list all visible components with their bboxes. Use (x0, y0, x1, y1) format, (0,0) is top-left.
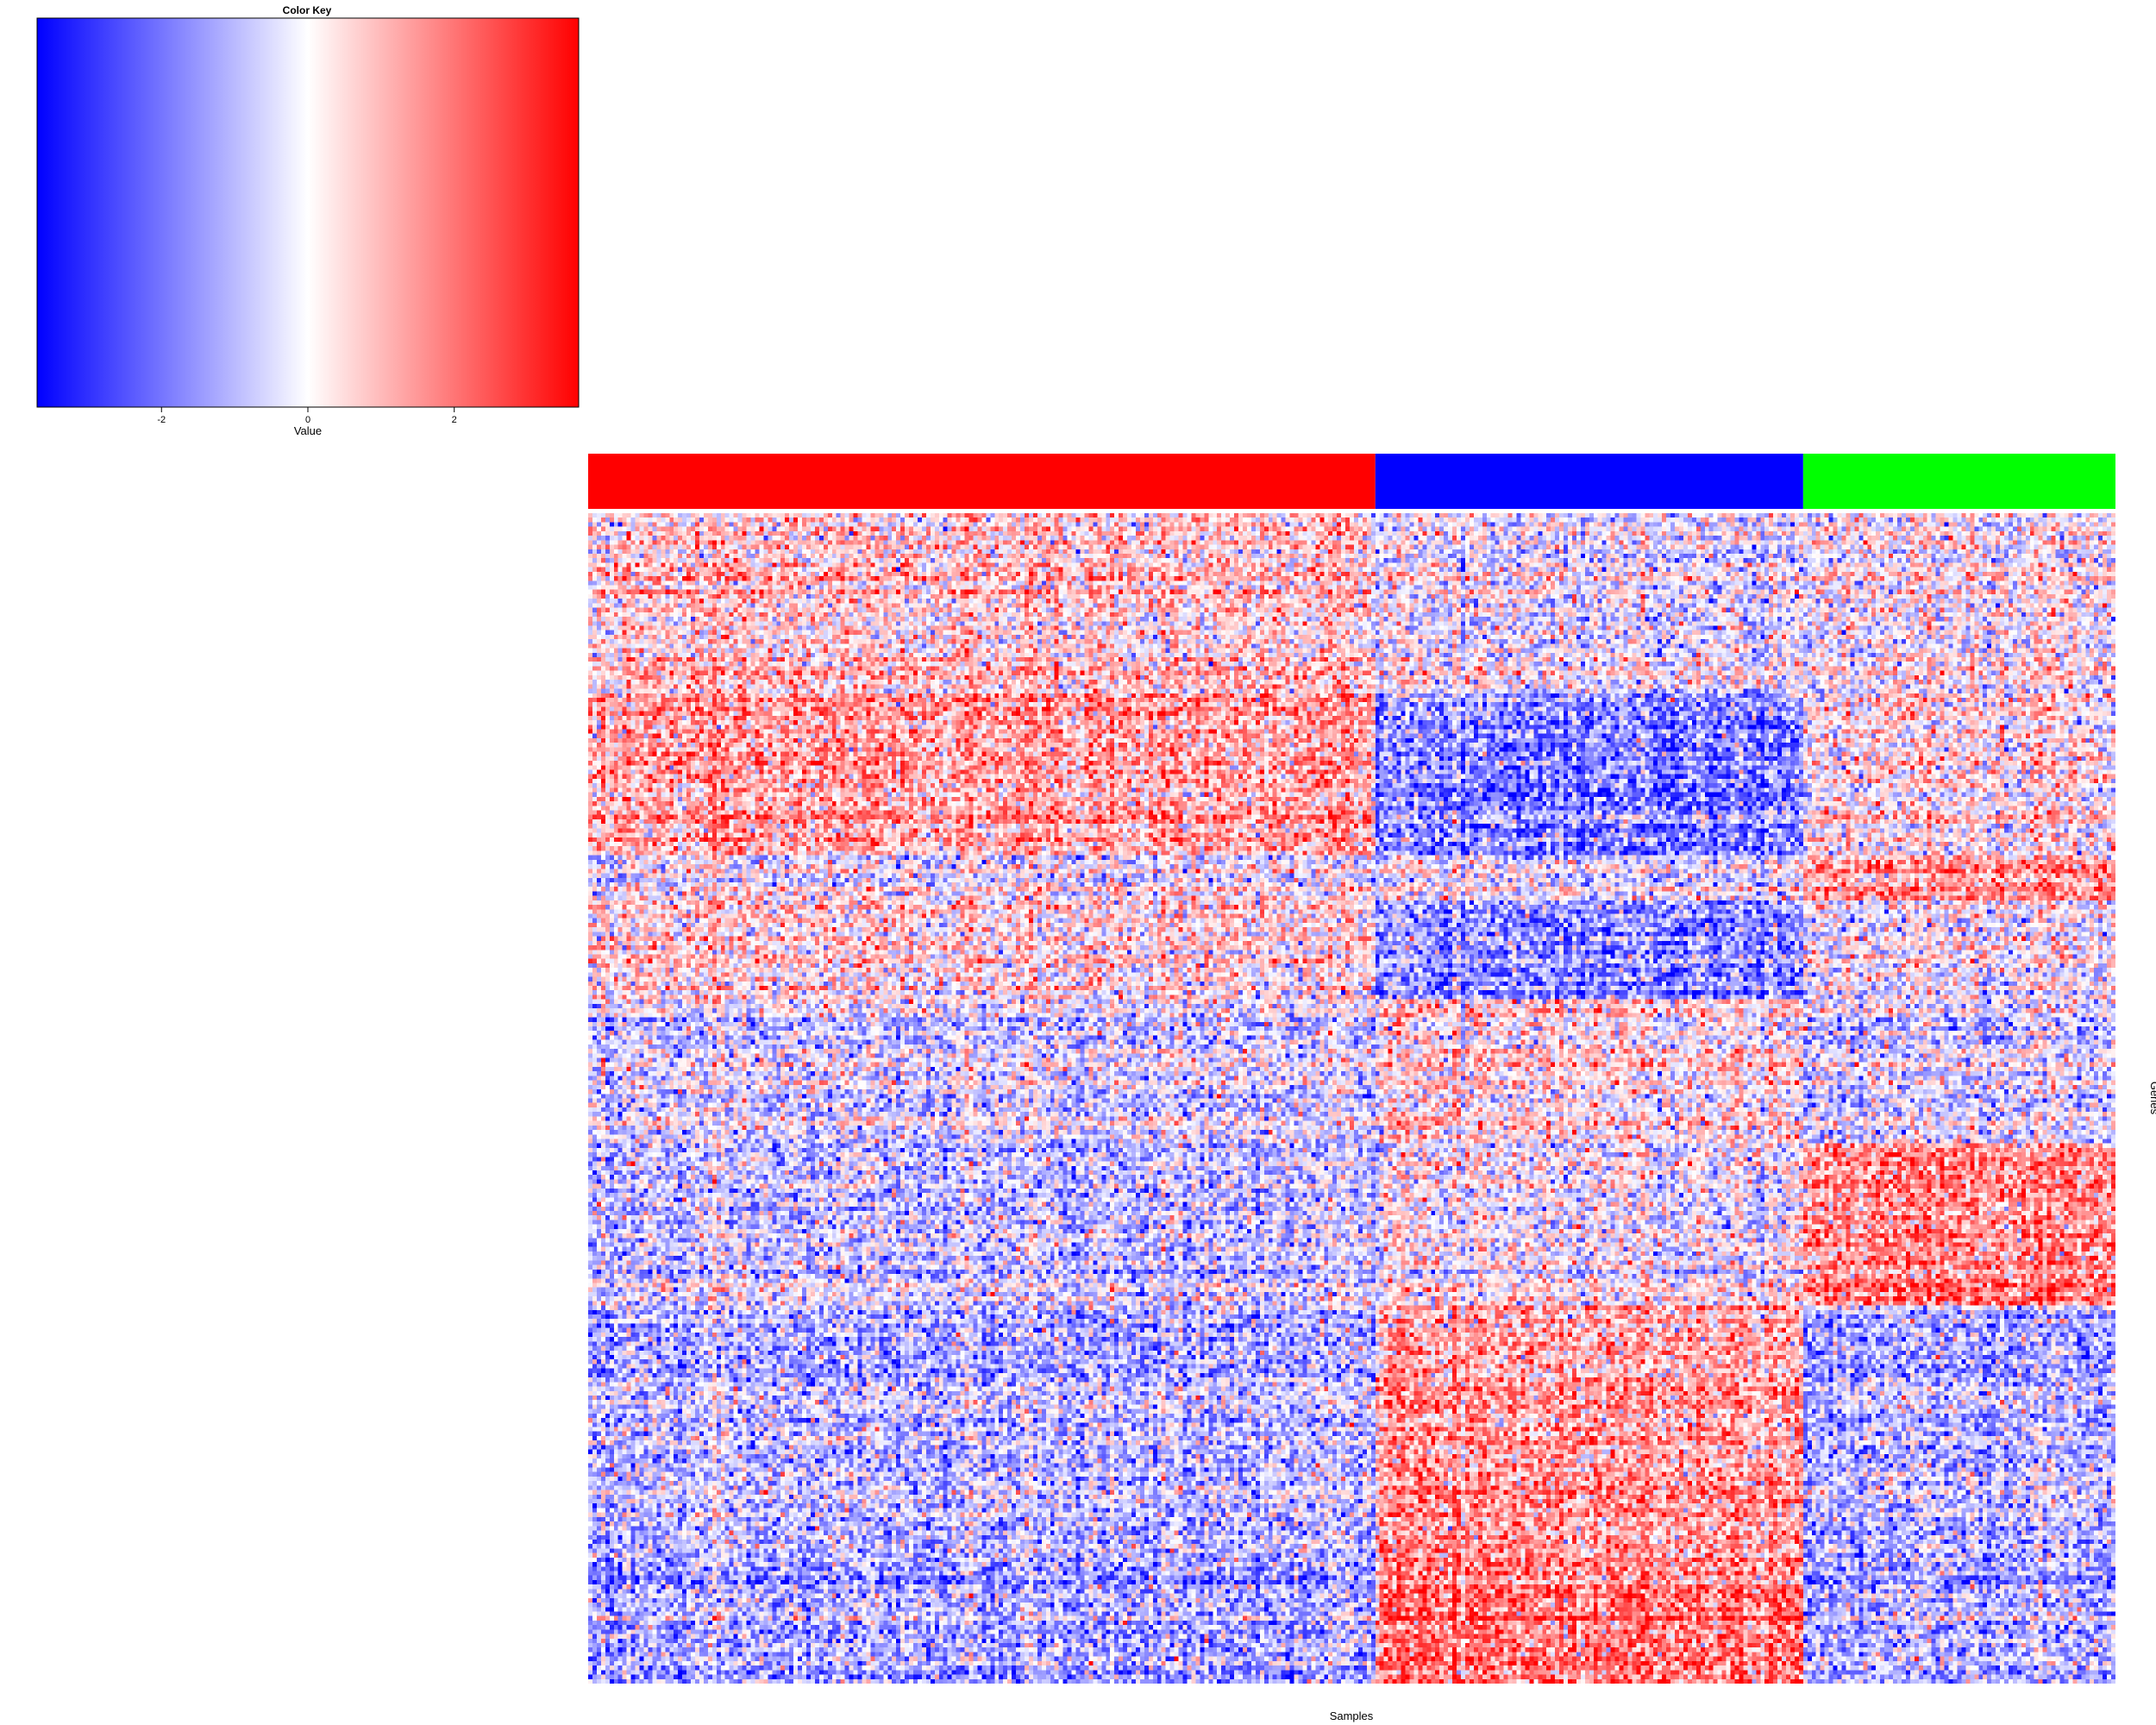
sample-group-bar-group-3 (1802, 454, 2115, 509)
sample-group-bar-group-2 (1375, 454, 1803, 509)
color-key-xlabel: Value (294, 424, 322, 437)
color-key-gradient (36, 17, 580, 408)
color-key-title: Color Key (283, 4, 332, 16)
color-key-axis: -2 0 2 (157, 407, 457, 425)
sample-group-bar-group-1 (588, 454, 1376, 509)
heatmap-body (588, 513, 2115, 1684)
color-key-tick-label: 0 (305, 415, 310, 425)
x-axis-label: Samples (1330, 1709, 1374, 1722)
color-key: Color Key -2 0 2 Value (36, 4, 580, 437)
y-axis-label: Genes (2148, 1082, 2156, 1115)
color-key-tick-label: 2 (452, 415, 457, 425)
color-key-tick-label: -2 (157, 415, 166, 425)
column-side-colors (588, 454, 2115, 509)
